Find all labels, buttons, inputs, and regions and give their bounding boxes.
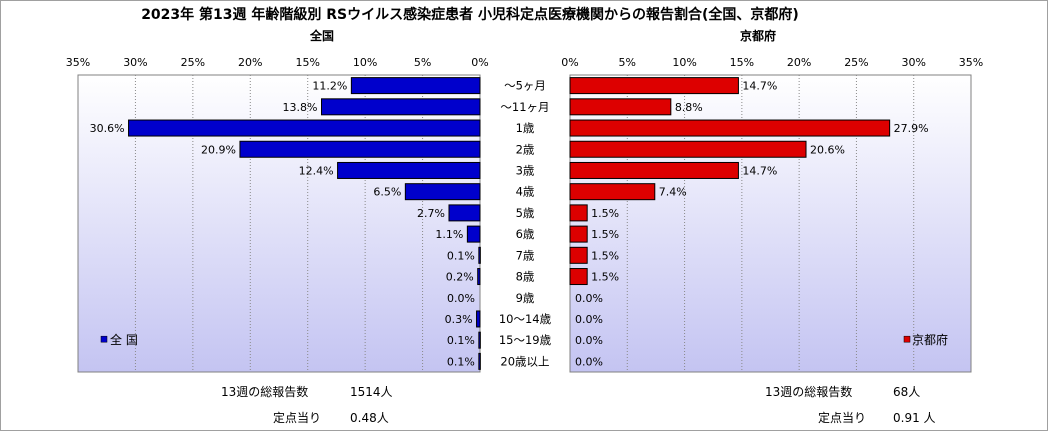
left-data-label: 11.2% (312, 80, 347, 93)
right-data-label: 0.0% (575, 355, 603, 368)
category-label: 4歳 (516, 185, 535, 199)
category-label: 3歳 (516, 163, 535, 177)
right-bar (569, 204, 588, 222)
right-total-label: 13週の総報告数 (765, 385, 853, 399)
left-bar (128, 119, 481, 137)
right-data-label: 14.7% (742, 164, 777, 177)
left-per-value: 0.48人 (350, 411, 389, 425)
right-bar (569, 77, 739, 95)
left-bar (476, 310, 481, 328)
left-bar (239, 140, 481, 158)
right-total-value: 68人 (893, 385, 921, 399)
category-label: ～5ヶ月 (504, 79, 546, 93)
category-label: 7歳 (516, 248, 535, 262)
right-tick-label: 30% (901, 56, 925, 69)
left-data-label: 0.1% (447, 355, 475, 368)
left-data-label: 6.5% (373, 186, 401, 199)
legend-label-right: 京都府 (912, 332, 948, 347)
left-bar (337, 161, 481, 179)
right-tick-label: 10% (672, 56, 696, 69)
category-label: 10～14歳 (499, 312, 552, 326)
left-tick-label: 5% (414, 56, 431, 69)
category-label: 20歳以上 (500, 354, 549, 368)
left-bar (404, 183, 481, 201)
left-tick-label: 15% (295, 56, 319, 69)
left-bar (478, 331, 481, 349)
left-bar (477, 268, 481, 286)
left-data-label: 0.1% (447, 334, 475, 347)
right-bar (569, 161, 739, 179)
left-tick-label: 30% (123, 56, 147, 69)
right-data-label: 0.0% (575, 334, 603, 347)
right-data-label: 1.5% (591, 249, 619, 262)
legend-swatch-right (903, 335, 911, 343)
right-tick-label: 20% (787, 56, 811, 69)
right-bar (569, 98, 672, 116)
left-tick-label: 25% (181, 56, 205, 69)
left-data-label: 0.3% (445, 313, 473, 326)
left-data-label: 0.2% (446, 271, 474, 284)
left-bar (466, 225, 481, 243)
right-data-label: 7.4% (659, 186, 687, 199)
left-per-label: 定点当り (273, 411, 322, 425)
right-data-label: 8.8% (675, 101, 703, 114)
right-data-label: 0.0% (575, 292, 603, 305)
right-bar (569, 183, 656, 201)
legend-label-left: 全 国 (110, 332, 138, 347)
right-bar (569, 268, 588, 286)
right-tick-label: 15% (730, 56, 754, 69)
right-tick-label: 5% (619, 56, 636, 69)
right-data-label: 1.5% (591, 207, 619, 220)
left-data-label: 0.0% (447, 292, 475, 305)
left-total-label: 13週の総報告数 (221, 385, 309, 399)
left-panel-title: 全国 (310, 29, 335, 43)
left-tick-label: 20% (238, 56, 262, 69)
left-data-label: 2.7% (417, 207, 445, 220)
left-data-label: 1.1% (435, 228, 463, 241)
legend-swatch-left (100, 335, 108, 343)
category-label: 15～19歳 (499, 333, 552, 347)
right-data-label: 1.5% (591, 228, 619, 241)
right-data-label: 0.0% (575, 313, 603, 326)
right-data-label: 20.6% (810, 143, 845, 156)
right-per-value: 0.91 人 (893, 411, 936, 425)
chart-title: 2023年 第13週 年齢階級別 RSウイルス感染症患者 小児科定点医療機関から… (141, 7, 799, 23)
right-bar (569, 246, 588, 264)
right-bar (569, 140, 807, 158)
right-tick-label: 25% (844, 56, 868, 69)
left-bar (448, 204, 481, 222)
right-data-label: 27.9% (894, 122, 929, 135)
category-label: 6歳 (516, 227, 535, 241)
right-data-label: 1.5% (591, 271, 619, 284)
right-data-label: 14.7% (742, 80, 777, 93)
left-bar (478, 246, 481, 264)
category-label: 9歳 (516, 291, 535, 305)
right-per-label: 定点当り (818, 411, 867, 425)
category-label: ～11ヶ月 (500, 100, 549, 114)
right-tick-label: 0% (561, 56, 578, 69)
right-tick-label: 35% (959, 56, 983, 69)
category-label: 2歳 (516, 142, 535, 156)
category-label: 5歳 (516, 206, 535, 220)
right-bar (569, 119, 891, 137)
category-label: 8歳 (516, 270, 535, 284)
category-label: 1歳 (516, 121, 535, 135)
left-data-label: 30.6% (90, 122, 125, 135)
left-bar (320, 98, 481, 116)
left-tick-label: 35% (66, 56, 90, 69)
left-total-value: 1514人 (350, 385, 393, 399)
right-panel-title: 京都府 (740, 29, 777, 43)
left-tick-label: 0% (471, 56, 488, 69)
left-data-label: 12.4% (299, 164, 334, 177)
left-bar (350, 77, 481, 95)
left-bar (478, 352, 481, 370)
right-bar (569, 225, 588, 243)
left-data-label: 20.9% (201, 143, 236, 156)
left-data-label: 13.8% (283, 101, 318, 114)
left-tick-label: 10% (353, 56, 377, 69)
left-data-label: 0.1% (447, 249, 475, 262)
